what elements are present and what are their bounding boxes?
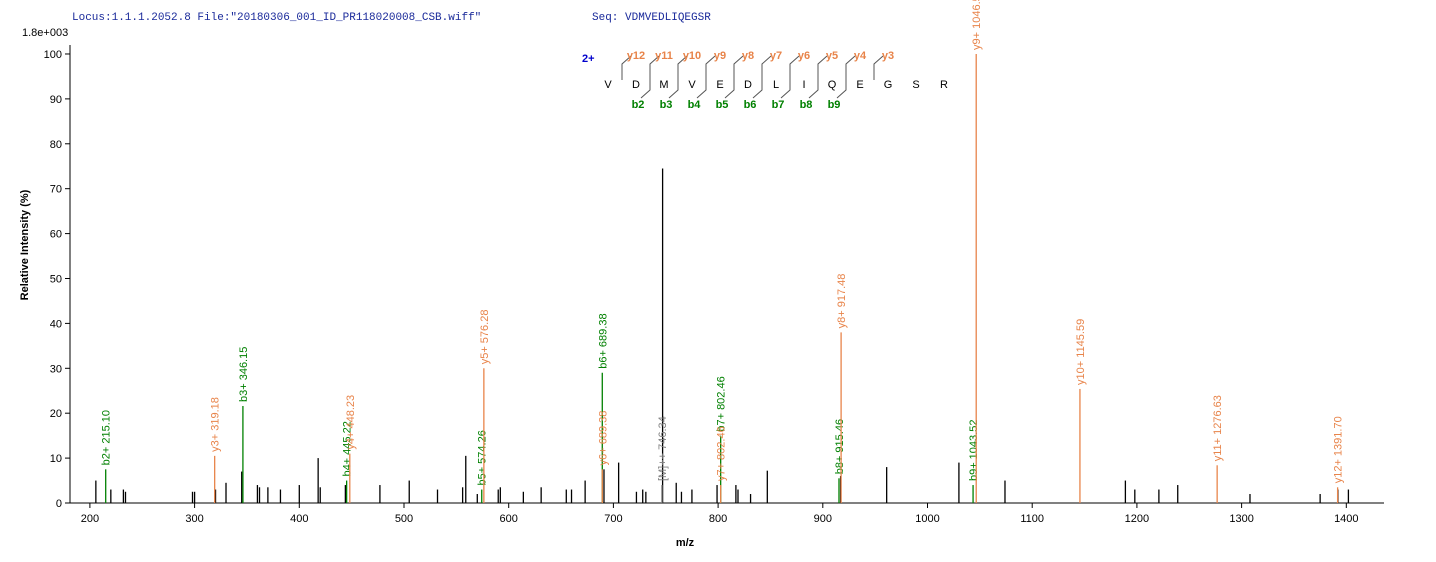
- b-bracket: [668, 72, 679, 99]
- x-tick-label: 500: [395, 513, 413, 525]
- y-tick-label: 0: [56, 498, 62, 510]
- residue: V: [688, 79, 696, 91]
- x-axis-label: m/z: [676, 537, 695, 549]
- peak-label: y7+ 802.46: [716, 426, 728, 481]
- x-tick-label: 800: [709, 513, 727, 525]
- x-tick-label: 700: [604, 513, 622, 525]
- y-tick-label: 50: [50, 273, 62, 285]
- y-tick-label: 10: [50, 453, 62, 465]
- residue: R: [940, 79, 948, 91]
- peak-label: [M]++ 746.34: [657, 416, 669, 481]
- peak-label: y10+ 1145.59: [1075, 319, 1087, 385]
- y-tick-label: 90: [50, 94, 62, 106]
- y-ion-label: y3: [882, 50, 894, 62]
- peak-label: y4+ 448.23: [345, 395, 357, 450]
- x-tick-label: 1200: [1125, 513, 1149, 525]
- b-bracket: [640, 72, 651, 99]
- residue: I: [802, 79, 805, 91]
- residue: Q: [828, 79, 837, 91]
- y-ion-label: y5: [826, 50, 838, 62]
- b-bracket: [836, 72, 847, 99]
- y-tick-label: 20: [50, 408, 62, 420]
- residue: M: [659, 79, 668, 91]
- sequence-header: Seq: VDMVEDLIQEGSR: [592, 12, 711, 24]
- b-bracket: [696, 72, 707, 99]
- peak-label: b8+ 915.46: [834, 419, 846, 474]
- b-ion-label: b8: [800, 99, 813, 111]
- y-ion-label: y8: [742, 50, 754, 62]
- b-bracket: [752, 72, 763, 99]
- residue: E: [716, 79, 723, 91]
- y-axis-label: Relative Intensity (%): [19, 189, 31, 300]
- b-ion-label: b6: [744, 99, 757, 111]
- residue: D: [632, 79, 640, 91]
- peak-label: y8+ 917.48: [836, 274, 848, 329]
- y-tick-label: 40: [50, 318, 62, 330]
- peak-label: y11+ 1276.63: [1212, 395, 1224, 461]
- y-ion-label: y9: [714, 50, 726, 62]
- y-tick-label: 60: [50, 229, 62, 241]
- residue: E: [856, 79, 863, 91]
- peak-label: y9+ 1046.52: [971, 0, 983, 50]
- b-ion-label: b2: [632, 99, 645, 111]
- residue: V: [604, 79, 612, 91]
- b-ion-label: b5: [716, 99, 729, 111]
- y-ion-label: y7: [770, 50, 782, 62]
- y-ion-label: y11: [655, 50, 673, 62]
- peak-label: y5+ 576.28: [479, 310, 491, 365]
- x-tick-label: 1100: [1020, 513, 1044, 525]
- b-bracket: [724, 72, 735, 99]
- b-bracket: [808, 72, 819, 99]
- charge-label: 2+: [582, 53, 595, 65]
- y-tick-label: 70: [50, 184, 62, 196]
- residue: D: [744, 79, 752, 91]
- residue: S: [912, 79, 919, 91]
- b-ion-label: b4: [688, 99, 702, 111]
- b-bracket: [780, 72, 791, 99]
- y-tick-label: 100: [44, 49, 62, 61]
- y-ion-label: y6: [798, 50, 810, 62]
- peak-label: b9+ 1043.52: [968, 420, 980, 481]
- y-ion-label: y12: [627, 50, 645, 62]
- y-tick-label: 80: [50, 139, 62, 151]
- x-tick-label: 1000: [915, 513, 939, 525]
- peak-label: b4+ 445.22: [342, 421, 354, 476]
- peak-label: b5+ 574.26: [477, 430, 489, 485]
- peak-label: b3+ 346.15: [238, 347, 250, 402]
- peak-label: b7+ 802.46: [716, 376, 728, 431]
- y-ion-label: y10: [683, 50, 701, 62]
- b-ion-label: b9: [828, 99, 841, 111]
- peak-label: y12+ 1391.70: [1333, 416, 1345, 483]
- peak-label: b6+ 689.38: [597, 313, 609, 368]
- y-tick-label: 30: [50, 363, 62, 375]
- peak-label: y3+ 319.18: [210, 397, 222, 452]
- peak-label: b2+ 215.10: [101, 410, 113, 465]
- y-bracket: [621, 55, 632, 80]
- x-tick-label: 1400: [1334, 513, 1358, 525]
- x-tick-label: 1300: [1229, 513, 1253, 525]
- file-header: Locus:1.1.1.2052.8 File:"20180306_001_ID…: [72, 12, 481, 24]
- scale-label: 1.8e+003: [22, 27, 68, 39]
- x-tick-label: 400: [290, 513, 308, 525]
- b-ion-label: b3: [660, 99, 673, 111]
- x-tick-label: 600: [500, 513, 518, 525]
- x-tick-label: 200: [81, 513, 99, 525]
- residue: G: [884, 79, 893, 91]
- b-ion-label: b7: [772, 99, 785, 111]
- residue: L: [773, 79, 779, 91]
- x-tick-label: 300: [185, 513, 203, 525]
- y-ion-label: y4: [854, 50, 867, 62]
- peak-label: y6+ 689.38: [597, 411, 609, 466]
- y-bracket: [873, 55, 884, 80]
- x-tick-label: 900: [814, 513, 832, 525]
